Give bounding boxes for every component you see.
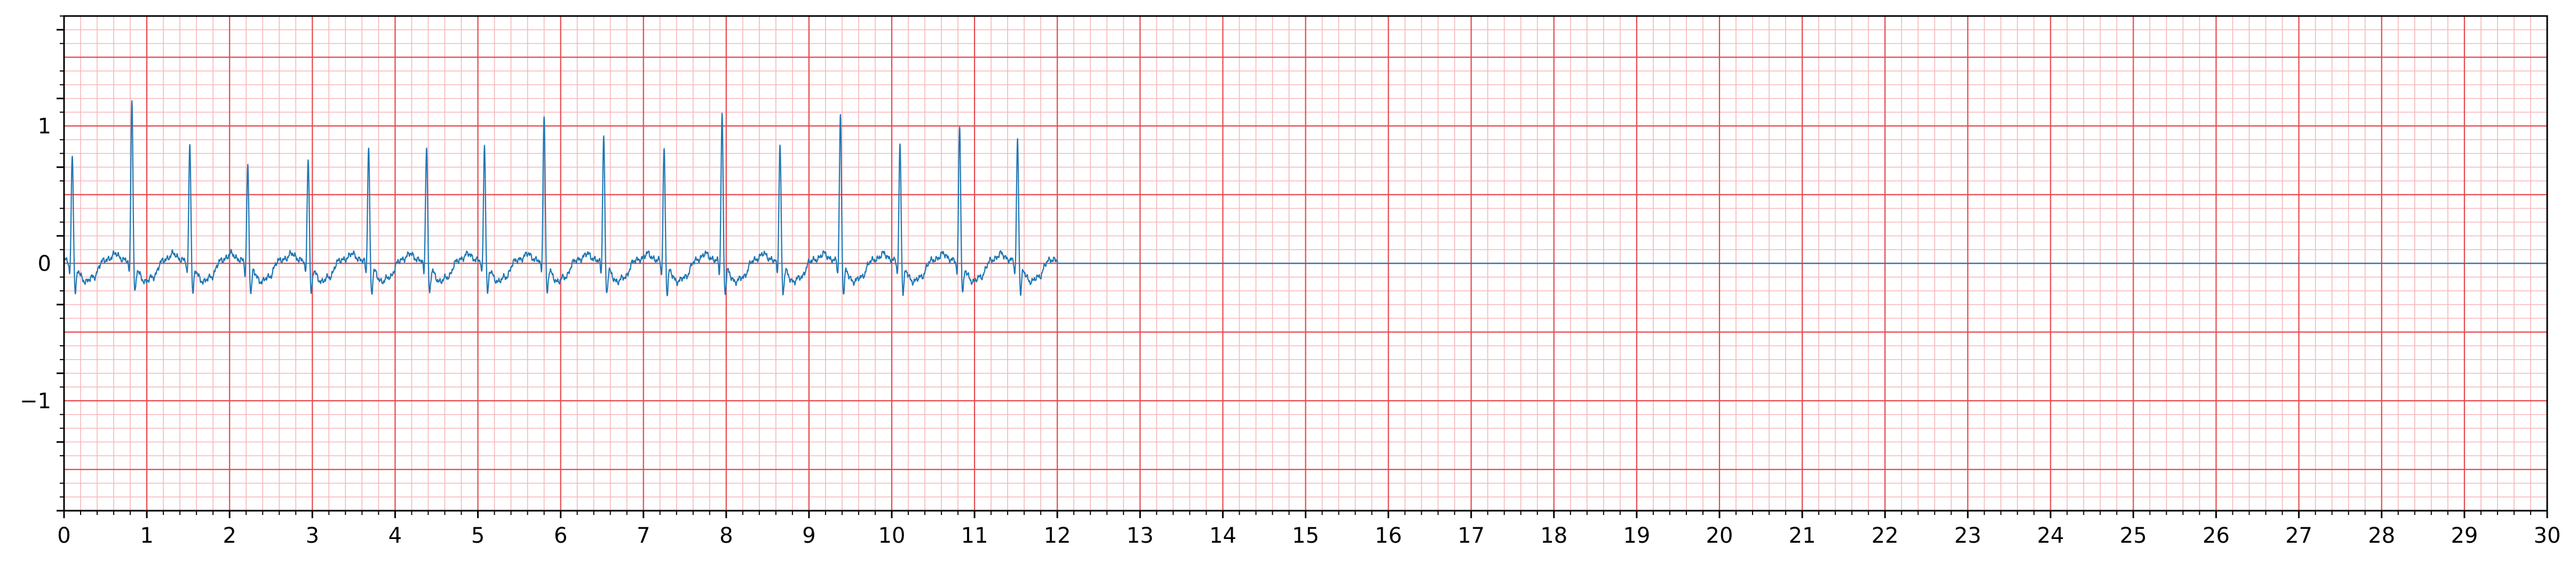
x-tick-label: 6 [554,524,567,548]
x-tick-label: 0 [57,524,70,548]
x-tick-label: 12 [1044,524,1071,548]
x-tick-label: 5 [471,524,485,548]
x-axis-ticks: 0 1 2 3 4 5 6 7 8 9 10 11 12 13 14 15 16 17 18 19 20 21 22 23 24… [57,511,2561,548]
x-tick-label: 16 [1375,524,1402,548]
x-tick-label: 20 [1706,524,1733,548]
x-tick-label: 18 [1540,524,1567,548]
x-tick-label: 9 [802,524,815,548]
x-tick-label: 10 [878,524,906,548]
x-tick-label: 11 [961,524,988,548]
x-tick-label: 4 [389,524,402,548]
x-tick-label: 28 [2368,524,2395,548]
x-tick-label: 8 [719,524,733,548]
x-tick-label: 30 [2534,524,2561,548]
x-tick-label: 7 [637,524,650,548]
y-axis-ticks: −1 0 1 [20,15,64,512]
x-tick-label: 19 [1623,524,1650,548]
x-tick-label: 14 [1209,524,1237,548]
x-tick-label: 2 [223,524,236,548]
x-tick-label: 3 [306,524,319,548]
x-tick-label: 25 [2120,524,2147,548]
x-tick-label: 22 [1872,524,1899,548]
x-tick-label: 15 [1292,524,1319,548]
x-tick-label: 23 [1954,524,1981,548]
x-tick-label: 29 [2451,524,2478,548]
x-tick-label: 24 [2037,524,2064,548]
x-tick-label: 27 [2285,524,2312,548]
y-tick-label: −1 [20,389,51,414]
x-tick-label: 21 [1789,524,1816,548]
x-tick-label: 1 [140,524,153,548]
y-tick-label: 0 [38,252,51,276]
x-tick-label: 17 [1457,524,1485,548]
x-tick-label: 26 [2202,524,2230,548]
x-tick-label: 13 [1127,524,1154,548]
ecg-signal-series [63,100,2547,297]
y-tick-label: 1 [38,114,51,139]
